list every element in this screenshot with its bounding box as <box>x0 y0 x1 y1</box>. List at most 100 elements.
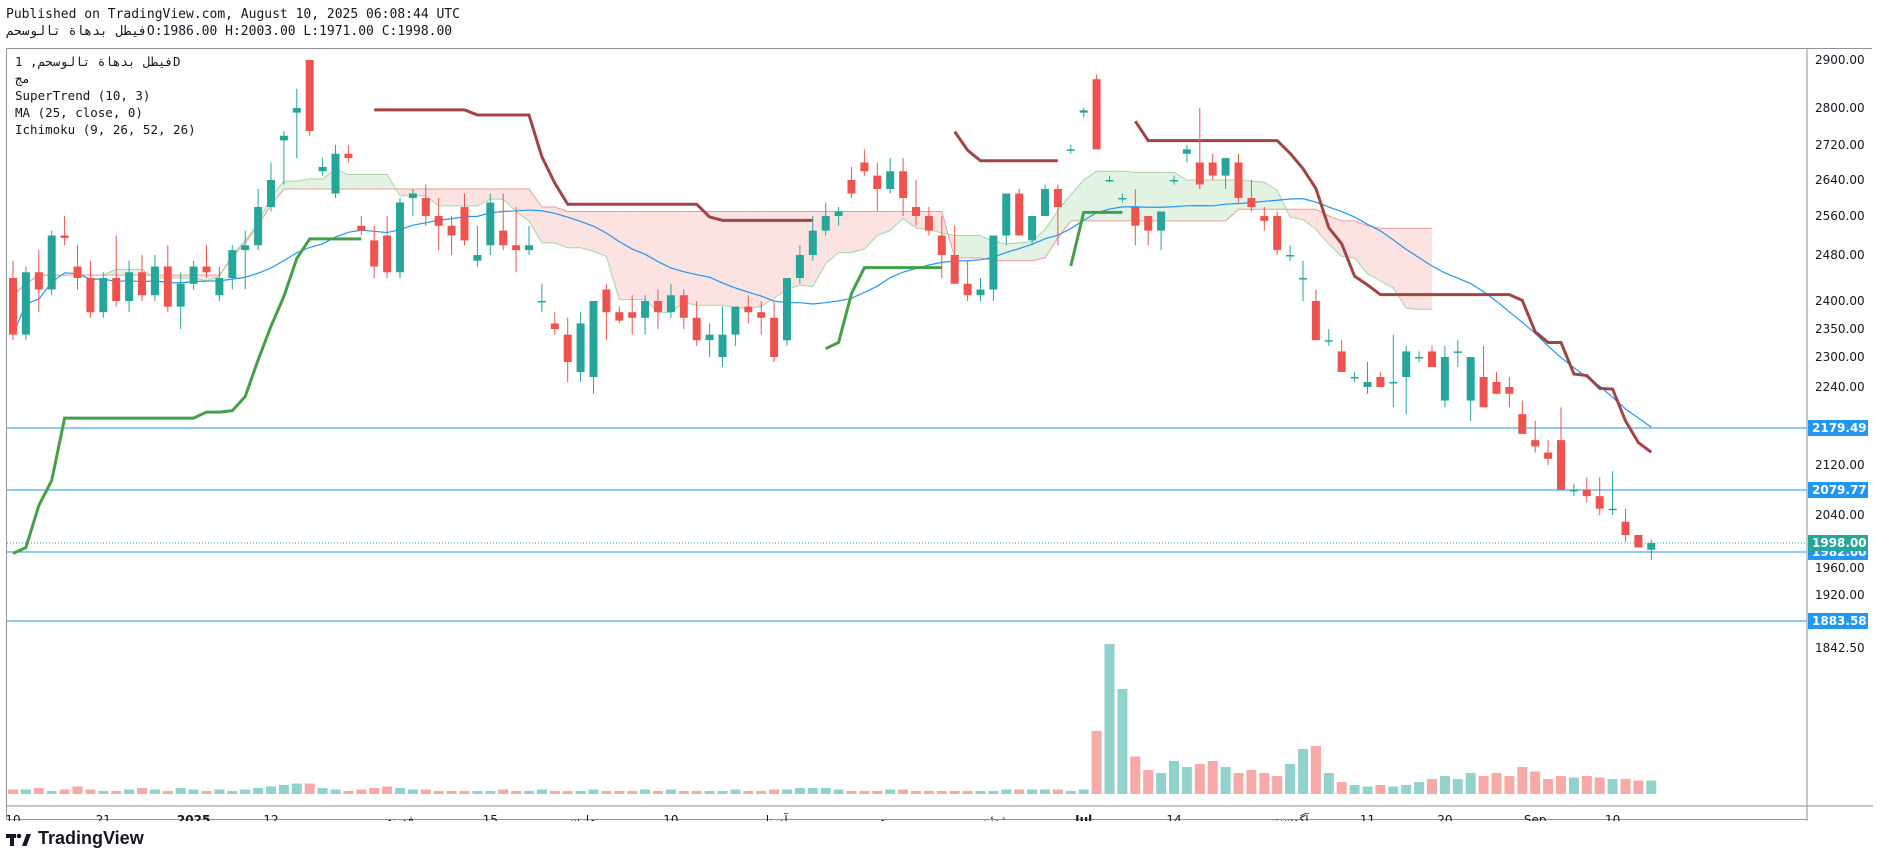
y-tick-label: 2240.00 <box>1815 380 1865 394</box>
ichimoku-cloud-segment <box>1406 228 1420 310</box>
volume-bar <box>872 791 883 794</box>
candle-body <box>460 207 469 241</box>
candle-body <box>254 207 263 246</box>
candle-body <box>228 250 237 278</box>
volume-bar <box>833 789 844 794</box>
candle-body <box>1247 198 1256 207</box>
candle-body <box>1015 193 1024 236</box>
ichimoku-cloud-segment <box>838 211 852 253</box>
candle-body <box>1170 180 1178 182</box>
candle-body <box>679 295 688 318</box>
legend-indicator-ichimoku[interactable]: Ichimoku (9, 26, 52, 26) <box>15 122 196 137</box>
candle-body <box>370 240 379 267</box>
ichimoku-cloud-segment <box>567 211 581 248</box>
candle-body <box>138 272 146 296</box>
chart-header: Published on TradingView.com, August 10,… <box>6 6 460 40</box>
ichimoku-cloud-segment <box>593 211 607 257</box>
candle-body <box>189 266 198 284</box>
x-tick-label: 14 <box>1166 813 1181 821</box>
volume-bar <box>1130 756 1141 794</box>
candle-body <box>1079 110 1088 113</box>
price-tag-bg <box>1808 482 1868 498</box>
chart-legend: فيطل بدهاة تالوسحم, 1D مج SuperTrend (10… <box>15 53 196 138</box>
ichimoku-cloud-segment <box>451 189 465 206</box>
volume-bar <box>485 791 496 794</box>
volume-bar <box>175 788 186 794</box>
candle-body <box>705 334 714 341</box>
ichimoku-cloud-segment <box>374 174 388 189</box>
ichimoku-cloud-segment <box>632 211 646 300</box>
ichimoku-cloud-segment <box>1419 228 1432 310</box>
candle-body <box>1299 278 1307 280</box>
ichimoku-cloud-segment <box>1083 171 1097 221</box>
volume-bar <box>33 788 44 794</box>
ichimoku-cloud-segment <box>503 189 517 212</box>
footer-brand[interactable]: TradingView <box>6 828 144 849</box>
x-tick-label: Sep <box>1524 813 1547 821</box>
ichimoku-cloud-segment <box>774 211 787 299</box>
candle-body <box>1234 162 1243 198</box>
legend-indicator-supertrend[interactable]: SuperTrend (10, 3) <box>15 88 151 103</box>
volume-bar <box>627 791 638 794</box>
ichimoku-cloud-segment <box>516 189 529 221</box>
volume-bar <box>562 791 573 794</box>
x-tick-label: فوريه <box>386 813 414 821</box>
candle-body <box>847 180 856 194</box>
volume-bar <box>1517 767 1528 794</box>
volume-bar <box>1620 779 1631 794</box>
candle-body <box>628 312 637 318</box>
chart-frame[interactable]: 2900.00 2800.00 2720.00 2640.00 2560.00 2480.… <box>6 48 1873 821</box>
candle-body <box>1518 414 1527 434</box>
volume-bar <box>85 789 96 794</box>
candle-body <box>860 162 869 172</box>
volume-bar <box>1220 767 1231 794</box>
ichimoku-cloud-segment <box>670 211 684 313</box>
candle-body <box>1595 496 1604 509</box>
candle-body <box>615 312 624 321</box>
volume-bar <box>601 791 612 794</box>
candle-body <box>1066 149 1075 151</box>
candle-body <box>1363 382 1372 387</box>
price-chart[interactable]: 2900.00 2800.00 2720.00 2640.00 2560.00 2480.… <box>7 49 1873 821</box>
candle-body <box>1376 377 1385 387</box>
volume-bar <box>266 786 276 794</box>
candle-body <box>821 216 830 231</box>
volume-bar <box>1414 782 1425 794</box>
y-tick-label: 1920.00 <box>1815 588 1865 602</box>
candle-body <box>834 211 843 216</box>
volume-bar <box>433 791 444 794</box>
ichimoku-cloud-segment <box>1393 228 1407 308</box>
candle-body <box>1557 440 1565 490</box>
candle-body <box>795 255 804 278</box>
candle-body <box>421 198 430 216</box>
volume-bar <box>975 791 986 794</box>
ma-line <box>12 198 1652 428</box>
volume-bar <box>1078 789 1089 794</box>
ichimoku-cloud-segment <box>541 207 555 243</box>
volume-bar <box>756 791 767 794</box>
legend-indicator-ma[interactable]: MA (25, close, 0) <box>15 105 143 120</box>
volume-bar <box>704 791 715 794</box>
candle-body <box>1569 489 1578 492</box>
volume-bar <box>549 791 560 794</box>
volume-bar <box>1052 789 1063 794</box>
volume-bar <box>511 791 522 794</box>
volume-bar <box>240 789 251 794</box>
candle-body <box>1544 452 1553 459</box>
candle-body <box>950 255 959 284</box>
x-tick-label: Jul <box>1074 813 1092 821</box>
volume-bar <box>1285 764 1296 794</box>
legend-exchange: مج <box>15 71 31 86</box>
volume-bar <box>472 791 483 794</box>
volume-bar <box>846 791 857 794</box>
x-tick-label: آوريل <box>760 812 788 821</box>
supertrend-line <box>1134 120 1653 454</box>
candle-body <box>202 266 211 273</box>
candle-body <box>150 266 159 296</box>
candle-body <box>1182 149 1191 154</box>
volume-bar <box>227 791 238 794</box>
candle-body <box>1440 357 1449 401</box>
volume-bar <box>1568 777 1579 794</box>
ichimoku-cloud-segment <box>954 235 968 258</box>
legend-symbol[interactable]: فيطل بدهاة تالوسحم, 1D <box>15 54 181 69</box>
